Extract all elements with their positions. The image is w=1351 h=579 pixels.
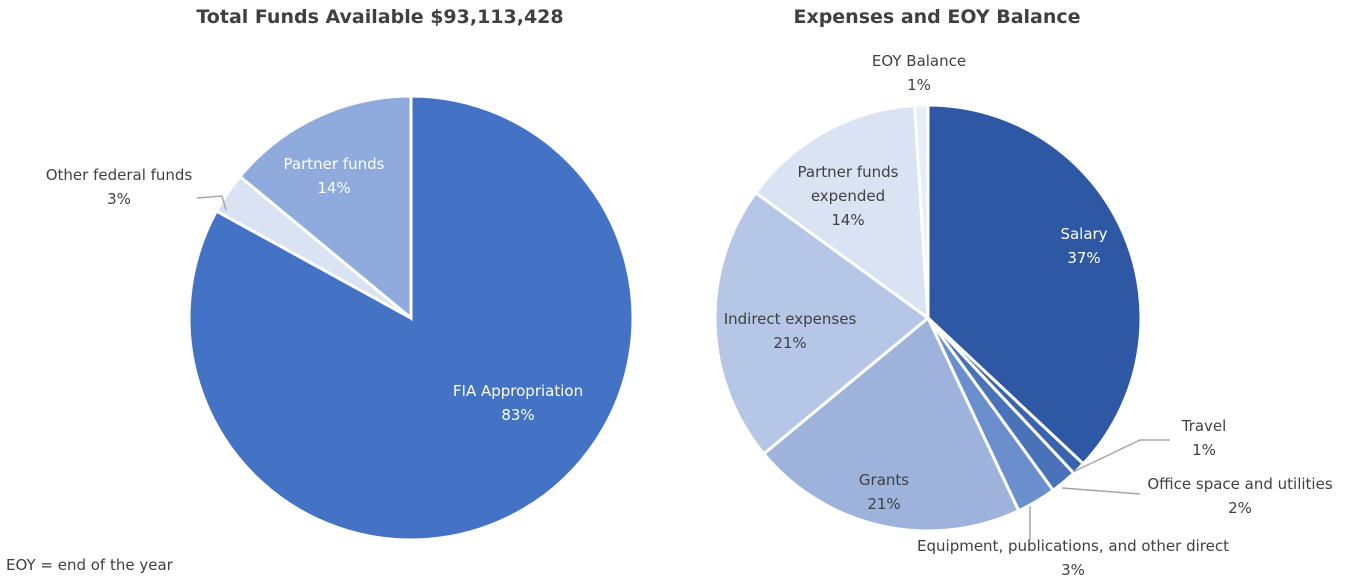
pie-slice xyxy=(713,190,931,456)
slice-label: Other federal funds 3% xyxy=(19,163,219,211)
value-label: 21% xyxy=(867,495,901,513)
category-label: Partner funds xyxy=(283,155,385,173)
category-label: Travel xyxy=(1181,417,1227,435)
pie-slice xyxy=(237,94,413,322)
value-label: 83% xyxy=(501,406,535,424)
value-label: 2% xyxy=(1228,499,1252,517)
value-label: 14% xyxy=(831,211,865,229)
value-label: 3% xyxy=(107,190,131,208)
category-label: Partner funds expended xyxy=(797,163,899,205)
slice-label: Grants 21% xyxy=(834,468,934,516)
slice-label: FIA Appropriation 83% xyxy=(418,379,618,427)
slice-label: EOY Balance 1% xyxy=(854,49,984,97)
value-label: 1% xyxy=(907,76,931,94)
slice-label: Partner funds expended 14% xyxy=(783,160,913,232)
value-label: 3% xyxy=(1061,561,1085,579)
pie-slice xyxy=(926,103,1143,466)
footnote: EOY = end of the year xyxy=(6,556,173,574)
category-label: Other federal funds xyxy=(45,166,193,184)
leader-line xyxy=(1061,487,1141,495)
value-label: 21% xyxy=(773,334,807,352)
leader-line xyxy=(196,195,227,211)
pie-slice xyxy=(187,94,635,542)
chart-title: Expenses and EOY Balance xyxy=(793,6,1081,28)
pie-slice xyxy=(761,315,1021,533)
slice-label: Equipment, publications, and other direc… xyxy=(893,534,1253,579)
category-label: FIA Appropriation xyxy=(452,382,584,400)
value-label: 37% xyxy=(1067,249,1101,267)
pie-slice xyxy=(913,103,930,319)
category-label: Salary xyxy=(1060,225,1108,243)
category-label: EOY Balance xyxy=(871,52,967,70)
slice-label: Indirect expenses 21% xyxy=(710,307,870,355)
category-label: Office space and utilities xyxy=(1147,475,1333,493)
category-label: Equipment, publications, and other direc… xyxy=(917,537,1229,555)
chart-title: Total Funds Available $93,113,428 xyxy=(196,6,564,28)
slice-label: Office space and utilities 2% xyxy=(1130,472,1350,520)
slice-label: Partner funds 14% xyxy=(259,152,409,200)
value-label: 1% xyxy=(1192,441,1216,459)
category-label: Grants xyxy=(858,471,910,489)
category-label: Indirect expenses xyxy=(723,310,857,328)
leader-line xyxy=(1072,439,1170,473)
pie-slice xyxy=(753,103,930,322)
value-label: 14% xyxy=(317,179,351,197)
slice-label: Travel 1% xyxy=(1154,414,1254,462)
slice-label: Salary 37% xyxy=(1034,222,1134,270)
